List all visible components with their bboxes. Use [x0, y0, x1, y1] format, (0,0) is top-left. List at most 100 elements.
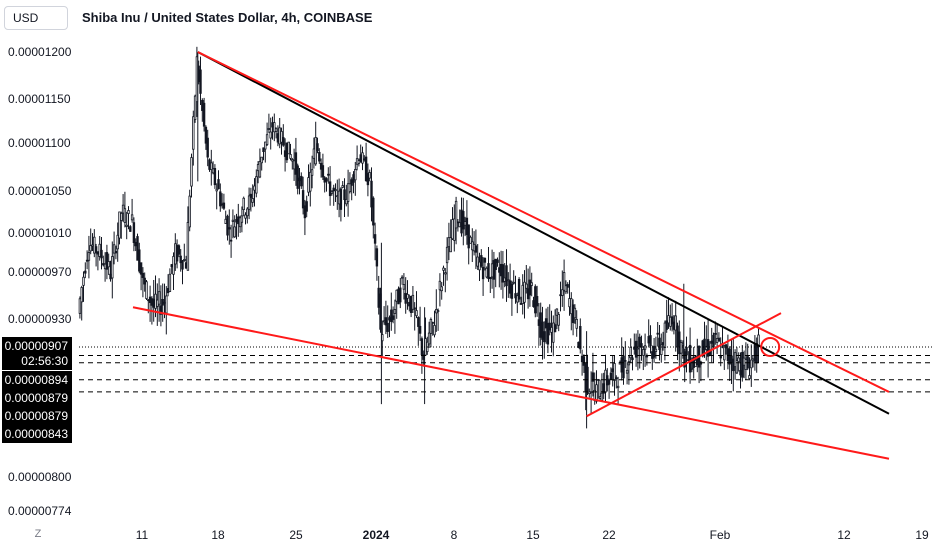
candle-body: [566, 284, 569, 288]
candle-body: [640, 343, 643, 348]
candle-body: [316, 143, 319, 152]
candle-body: [667, 315, 670, 324]
candle-body: [505, 265, 508, 287]
candle-body: [202, 102, 206, 127]
candle-body: [354, 168, 357, 181]
candle-body: [694, 359, 697, 368]
candle-body: [474, 245, 478, 253]
candle-body: [512, 281, 515, 284]
candle-body: [165, 295, 168, 314]
candle-body: [661, 342, 665, 345]
candle-body: [260, 156, 263, 164]
candle-body: [481, 266, 485, 280]
y-tick-label: 0.00000930: [8, 312, 72, 326]
candle-body: [714, 332, 717, 335]
candle-body: [548, 322, 551, 331]
candle-body: [498, 267, 501, 273]
candle-body: [476, 256, 479, 267]
candle-body: [678, 331, 681, 355]
candle-body: [733, 352, 737, 368]
candle-body: [382, 320, 386, 323]
candle-body: [175, 245, 179, 262]
currency-selector[interactable]: USD: [4, 6, 68, 30]
candle-body: [674, 315, 677, 331]
candle-body: [516, 295, 519, 303]
candle-body: [458, 222, 461, 228]
price-label-bg: [2, 337, 72, 355]
candle-body: [417, 317, 420, 327]
candle-body: [492, 260, 496, 280]
candle-body: [332, 187, 335, 192]
candle-body: [645, 355, 649, 358]
price-label: 0.00000894: [5, 373, 69, 387]
candle-body: [629, 346, 632, 359]
candle-body: [643, 345, 647, 350]
y-tick-label: 0.00000774: [8, 504, 72, 518]
candle-body: [85, 259, 89, 262]
candle-body: [366, 173, 370, 186]
candle-body: [552, 322, 555, 343]
candle-body: [100, 249, 103, 259]
candle-body: [454, 200, 458, 229]
candle-body: [703, 338, 706, 351]
candle-body: [408, 301, 411, 307]
candle-body: [728, 348, 731, 365]
candle-body: [273, 122, 276, 133]
candle-body: [534, 286, 537, 314]
candle-body: [150, 298, 154, 306]
candle-body: [258, 161, 262, 178]
candle-body: [456, 221, 460, 224]
candle-body: [120, 212, 123, 221]
candle-body: [280, 130, 283, 143]
candle-body: [296, 165, 299, 189]
candle-body: [665, 320, 668, 330]
candle-body: [654, 348, 658, 352]
candle-body: [478, 261, 481, 271]
candle-body: [409, 295, 413, 313]
candle-body: [139, 262, 143, 275]
candle-body: [156, 299, 159, 307]
candle-body: [393, 309, 397, 314]
candle-body: [658, 337, 661, 351]
candle-body: [415, 310, 418, 317]
x-tick-label: 19: [915, 528, 929, 542]
candle-body: [663, 322, 667, 349]
candle-body: [357, 160, 361, 164]
candle-body: [210, 162, 213, 170]
candle-body: [363, 158, 366, 161]
zoom-button[interactable]: Z: [34, 528, 42, 540]
candle-body: [359, 154, 362, 163]
candle-body: [310, 169, 314, 176]
candle-body: [118, 211, 121, 239]
candle-body: [438, 280, 442, 291]
candle-body: [588, 391, 591, 395]
candle-body: [553, 324, 557, 333]
candle-body: [735, 360, 739, 374]
candle-body: [217, 179, 220, 189]
candle-body: [521, 284, 524, 305]
y-tick-label: 0.00001150: [8, 92, 71, 106]
trendline-black: [197, 51, 890, 415]
candle-body: [78, 298, 82, 314]
candle-body: [465, 217, 469, 235]
candle-body: [625, 369, 629, 374]
candle-body: [541, 321, 544, 340]
candle-body: [309, 171, 312, 192]
candle-body: [179, 255, 182, 264]
candle-body: [523, 281, 526, 303]
candle-body: [472, 243, 476, 252]
candle-body: [496, 259, 499, 263]
candle-body: [321, 165, 325, 178]
price-label: 0.00000843: [5, 427, 69, 441]
candle-body: [519, 303, 523, 305]
candle-body: [462, 211, 465, 230]
candle-body: [244, 214, 247, 219]
candle-body: [525, 283, 528, 289]
candle-body: [129, 226, 132, 232]
candle-body: [318, 151, 321, 162]
candle-body: [530, 282, 533, 286]
candle-body: [327, 173, 330, 176]
candle-body: [604, 369, 607, 393]
